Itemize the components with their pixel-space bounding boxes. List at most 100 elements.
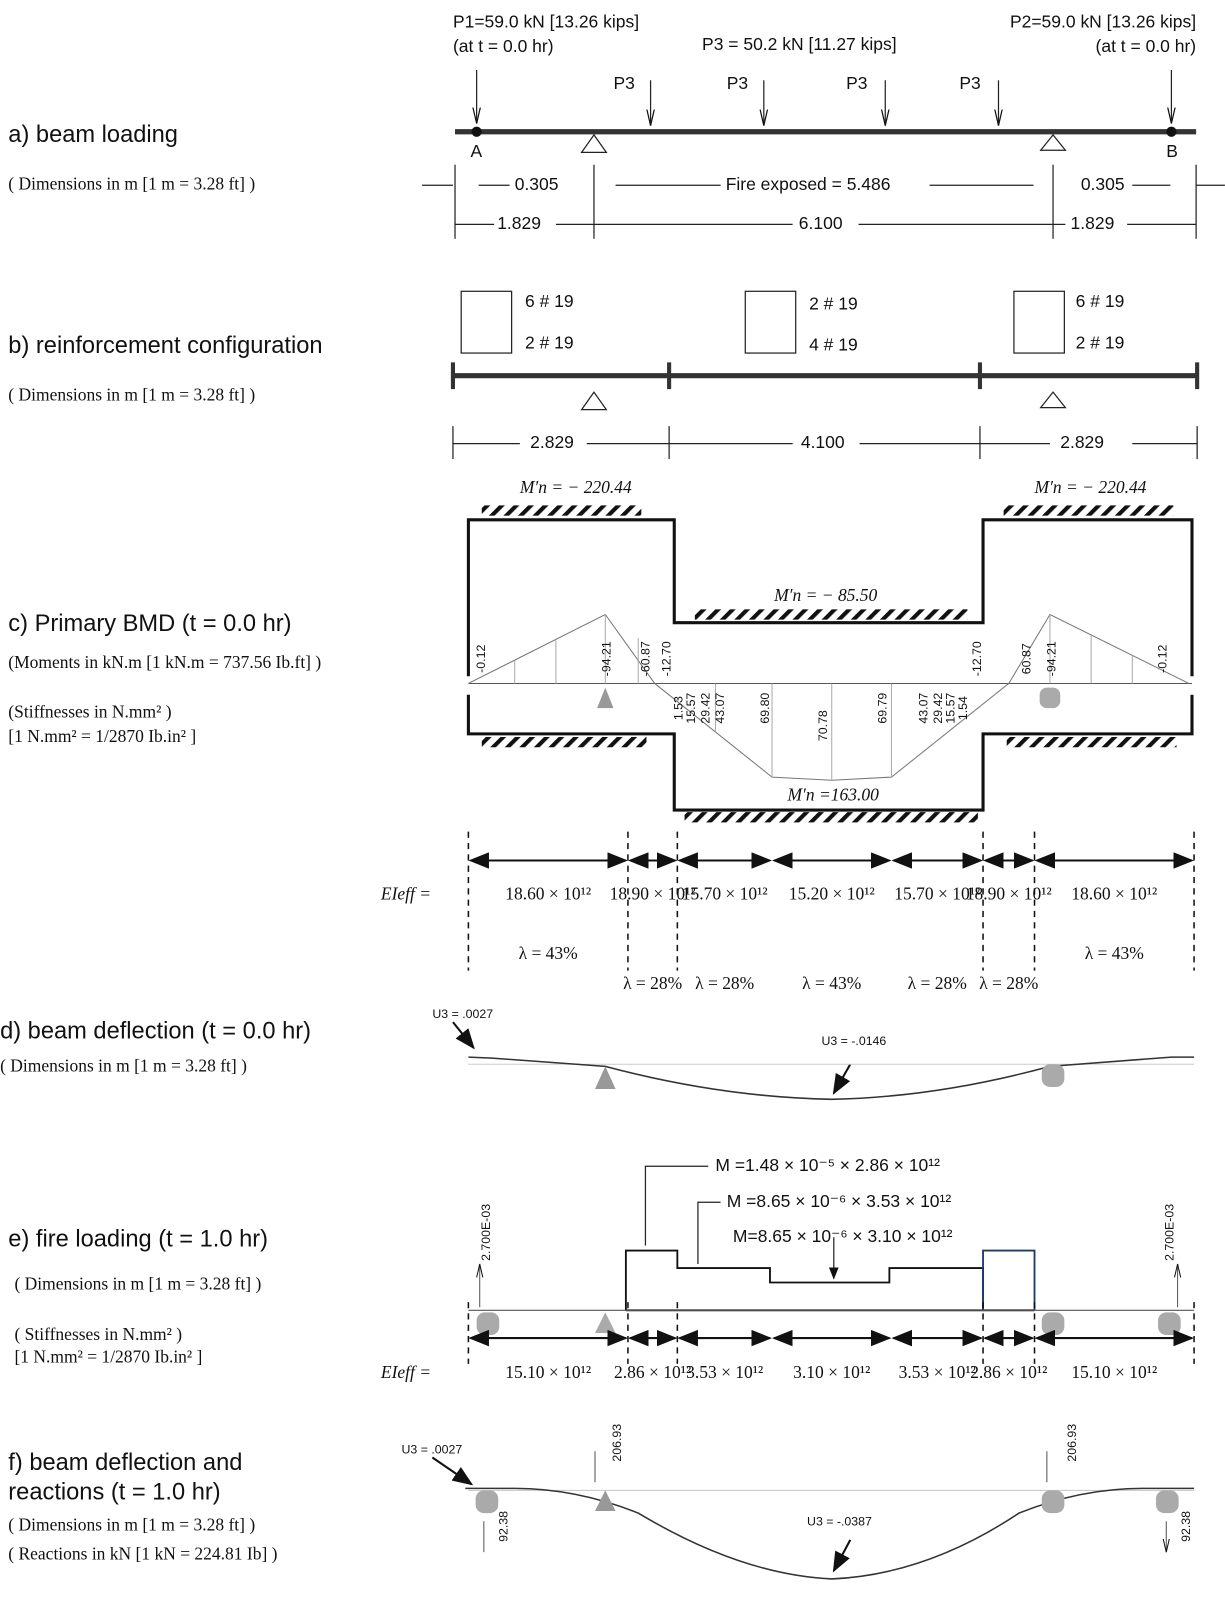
stiffness: 18.90 × 10¹² [610, 884, 696, 904]
rebar: 4 # 19 [809, 334, 858, 354]
rebar: 6 # 19 [1076, 291, 1125, 311]
note: [1 N.mm² = 1/2870 Ib.in² ] [14, 1347, 202, 1367]
label: reactions (t = 1.0 hr) [8, 1480, 220, 1506]
lambda: λ = 43% [802, 973, 861, 993]
load-arrows [477, 69, 1172, 126]
moment-label: 15.57 [684, 693, 698, 724]
capacity: M′n = − 220.44 [519, 477, 632, 497]
moment-label: 1.53 [672, 696, 686, 720]
note: (Stiffnesses in N.mm² ) [8, 701, 171, 721]
panel-e: e) fire loading (t = 1.0 hr) ( Dimension… [8, 1155, 1195, 1382]
dimension: 0.305 [515, 174, 559, 194]
stiffness: 15.70 × 10¹² [894, 884, 980, 904]
moment-label: 70.78 [816, 710, 830, 741]
node [1166, 126, 1177, 137]
reaction: 92.38 [1179, 1511, 1193, 1542]
note: ( Dimensions in m [1 m = 3.28 ft] ) [14, 1274, 261, 1294]
moment: M=8.65 × 10⁻⁶ × 3.10 × 10¹² [733, 1226, 953, 1246]
dimension-lines [422, 164, 1225, 239]
hatch [481, 736, 647, 748]
deflected [468, 1056, 1195, 1101]
p3: P3 [614, 73, 635, 93]
support [1041, 1064, 1065, 1087]
lambda: λ = 28% [695, 973, 754, 993]
pointer [832, 1539, 852, 1573]
segments [450, 362, 1200, 390]
dimension: 2.829 [530, 432, 574, 452]
label: d) beam deflection (t = 0.0 hr) [0, 1019, 311, 1045]
moment-label: -0.12 [474, 645, 488, 673]
section [1013, 290, 1065, 354]
reaction-arrows [483, 1451, 1166, 1552]
stiffness-label: EIeff = [380, 1362, 431, 1382]
capacity: M′n =163.00 [786, 785, 879, 805]
reaction: 206.93 [1065, 1424, 1079, 1462]
p3: P3 [727, 73, 748, 93]
dimension-lines [452, 426, 1198, 460]
node [471, 126, 482, 137]
load-time: (at t = 0.0 hr) [1096, 36, 1197, 56]
capacity: M′n = − 85.50 [773, 585, 877, 605]
moment-label: 43.07 [713, 693, 727, 724]
support [1155, 1490, 1179, 1514]
note: ( Dimensions in m [1 m = 3.28 ft] ) [8, 173, 255, 193]
moment-label: 29.42 [698, 693, 712, 724]
support [476, 1312, 500, 1336]
moment-label: 29.42 [931, 693, 945, 724]
support [595, 1312, 616, 1333]
lambda: λ = 43% [519, 943, 578, 963]
hatch [1006, 736, 1177, 748]
hatch [481, 505, 642, 516]
stiffness-label: EIeff = [380, 884, 431, 904]
moment-label: 60.87 [1020, 643, 1034, 674]
bmd [468, 613, 1190, 781]
support [597, 687, 614, 709]
p3: P3 [959, 73, 980, 93]
label: a) beam loading [8, 122, 178, 148]
stiffness: 18.90 × 10¹² [966, 884, 1052, 904]
deflected [465, 1487, 1195, 1580]
rebar: 2 # 19 [809, 293, 858, 313]
reaction: 206.93 [610, 1424, 624, 1462]
rebar: 6 # 19 [525, 291, 574, 311]
section [744, 290, 797, 354]
stiffness: 3.10 × 10¹² [793, 1362, 870, 1382]
moment: M =8.65 × 10⁻⁶ × 3.53 × 10¹² [727, 1191, 952, 1211]
stiffness: 15.10 × 10¹² [505, 1362, 591, 1382]
stiffness: 2.86 × 10¹² [614, 1362, 691, 1382]
rebar: 2 # 19 [1076, 332, 1125, 352]
moment-label: 1.54 [956, 696, 970, 720]
load-blocks [624, 1249, 1035, 1312]
stiffness: 2.86 × 10¹² [970, 1362, 1047, 1382]
load-label: P2=59.0 kN [13.26 kips] [1010, 11, 1196, 31]
pointer [452, 1021, 475, 1050]
label: c) Primary BMD (t = 0.0 hr) [8, 611, 291, 637]
panel-c: c) Primary BMD (t = 0.0 hr) (Moments in … [8, 477, 1195, 993]
moment-label: -60.87 [639, 641, 653, 676]
u3: U3 = .0027 [401, 1443, 462, 1457]
stiffness: 18.60 × 10¹² [1071, 884, 1157, 904]
panel-f: f) beam deflection and reactions (t = 1.… [8, 1424, 1195, 1580]
note: ( Stiffnesses in N.mm² ) [14, 1324, 182, 1344]
support [1041, 1312, 1065, 1336]
moment: M =1.48 × 10⁻⁵ × 2.86 × 10¹² [715, 1155, 940, 1175]
p3: P3 [846, 73, 867, 93]
hatch-lines [514, 614, 1133, 781]
dimension: 1.829 [497, 213, 541, 233]
rebar: 2 # 19 [525, 332, 574, 352]
support [1041, 1490, 1065, 1514]
lambda: λ = 43% [1085, 943, 1144, 963]
note: (Moments in kN.m [1 kN.m = 737.56 Ib.ft]… [8, 652, 321, 672]
u3: U3 = .0027 [432, 1007, 493, 1021]
label: f) beam deflection and [8, 1450, 242, 1476]
pointer [832, 1063, 852, 1095]
note: [1 N.mm² = 1/2870 Ib.in² ] [8, 726, 196, 746]
stiffness: 3.53 × 10¹² [899, 1362, 976, 1382]
moment-label: -12.70 [970, 641, 984, 676]
support [1039, 687, 1061, 709]
capacity: M′n = − 220.44 [1034, 477, 1147, 497]
hatch [1003, 505, 1174, 516]
reaction: 2.700E-03 [1163, 1204, 1177, 1261]
panel-d: d) beam deflection (t = 0.0 hr) ( Dimens… [0, 1007, 1195, 1101]
pointer [431, 1456, 474, 1486]
